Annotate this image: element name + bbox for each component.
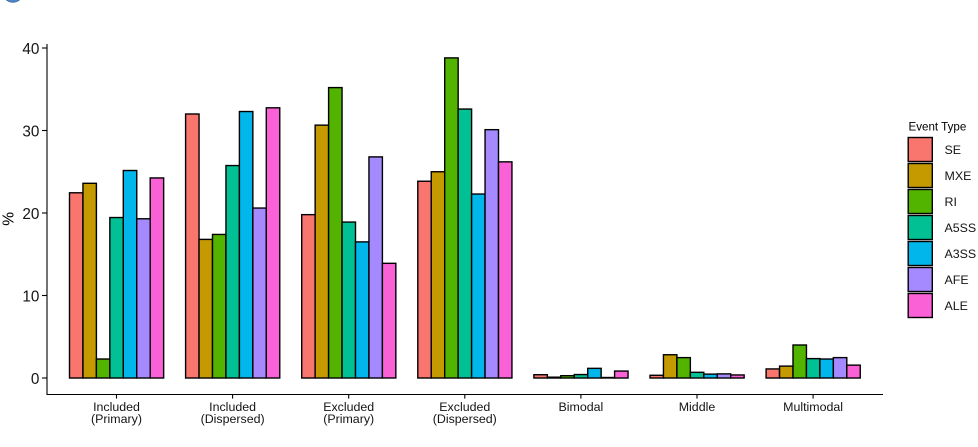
svg-text:0: 0 — [31, 371, 40, 388]
svg-text:SE: SE — [945, 143, 962, 157]
svg-text:A3SS: A3SS — [945, 247, 977, 261]
svg-text:ALE: ALE — [945, 299, 968, 313]
svg-text:30: 30 — [22, 123, 39, 140]
svg-text:20: 20 — [22, 206, 39, 223]
svg-text:(Primary): (Primary) — [91, 412, 142, 426]
svg-text:MXE: MXE — [945, 169, 972, 183]
svg-text:Middle: Middle — [679, 400, 716, 414]
svg-text:RI: RI — [945, 195, 957, 209]
svg-text:Event Type: Event Type — [909, 121, 967, 134]
svg-text:Multimodal: Multimodal — [783, 400, 843, 414]
svg-text:A5SS: A5SS — [945, 221, 977, 235]
svg-text:(Dispersed): (Dispersed) — [433, 412, 497, 426]
svg-text:AFE: AFE — [945, 273, 969, 287]
svg-text:40: 40 — [22, 41, 39, 58]
svg-text:(Primary): (Primary) — [323, 412, 374, 426]
svg-text:(Dispersed): (Dispersed) — [201, 412, 265, 426]
svg-text:%: % — [1, 212, 18, 226]
svg-text:Bimodal: Bimodal — [559, 400, 604, 414]
svg-text:10: 10 — [22, 288, 39, 305]
